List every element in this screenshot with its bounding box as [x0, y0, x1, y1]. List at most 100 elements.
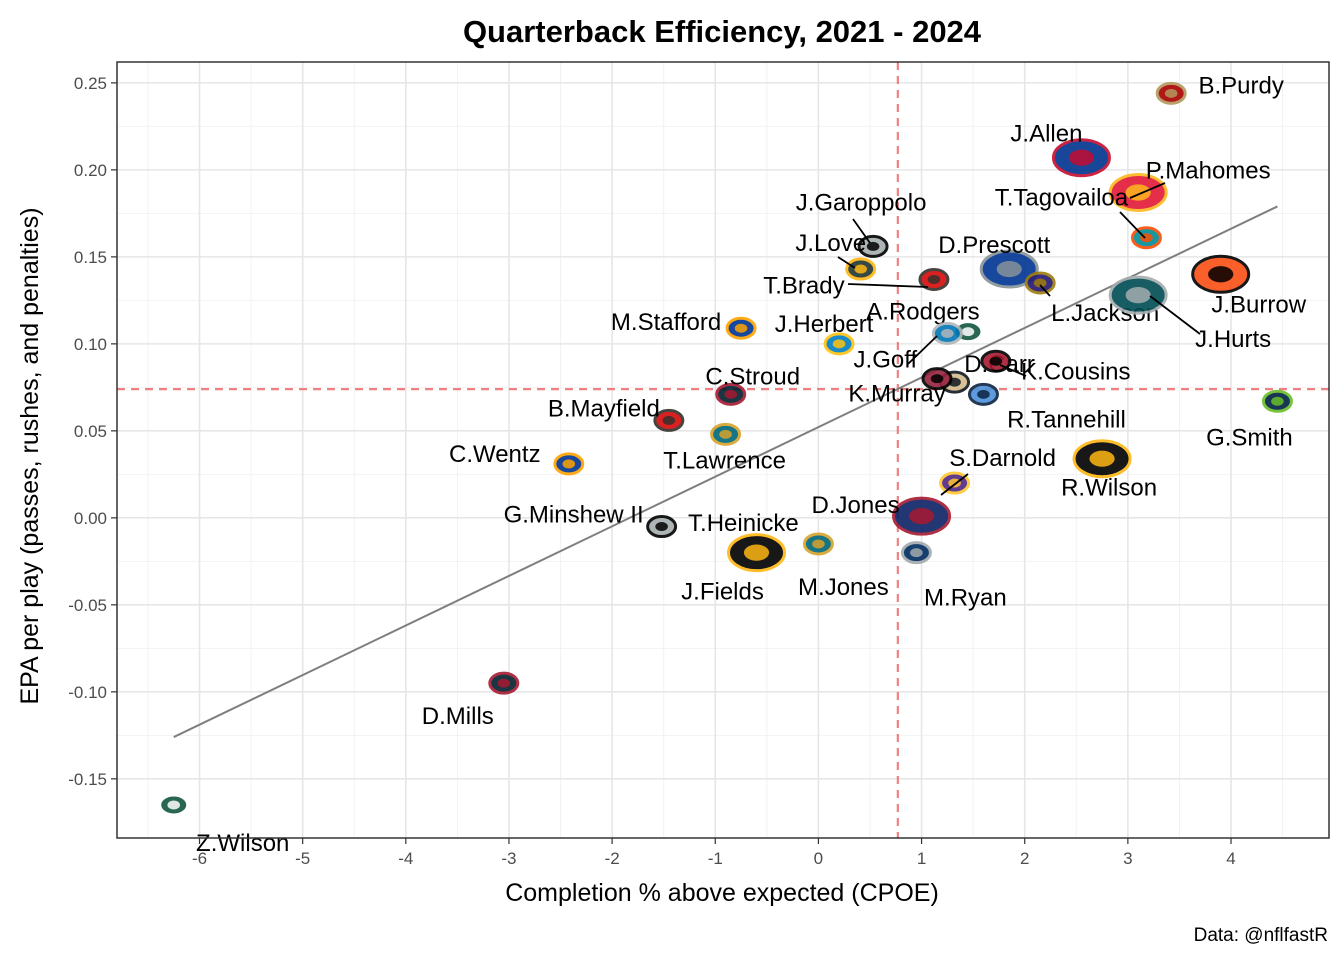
qb-label-p-mahomes: P.Mahomes — [1146, 157, 1271, 184]
y-tick-label: 0.20 — [74, 161, 107, 180]
data-source-caption: Data: @nflfastR — [1194, 925, 1328, 946]
team-logo-accent — [910, 548, 923, 558]
y-tick-label: -0.15 — [68, 770, 107, 789]
qb-label-a-rodgers: A.Rodgers — [866, 299, 979, 326]
team-logo-accent — [662, 415, 676, 425]
team-logo-j-garoppolo — [857, 234, 889, 258]
y-tick-label: 0.05 — [74, 422, 107, 441]
team-logo-accent — [1164, 88, 1178, 98]
qb-label-t-tagovailoa: T.Tagovailoa — [995, 185, 1129, 212]
qb-label-j-hurts: J.Hurts — [1195, 326, 1271, 353]
qb-label-k-murray: K.Murray — [848, 381, 945, 408]
team-logo-j-herbert — [823, 332, 855, 356]
qb-label-b-mayfield: B.Mayfield — [548, 395, 660, 422]
team-logo-g-minshew-ii — [646, 515, 678, 539]
team-logo-accent — [1089, 450, 1115, 467]
qb-label-j-garoppolo: J.Garoppolo — [796, 189, 927, 216]
team-logo-k-murray — [921, 367, 953, 391]
team-logo-j-fields — [727, 533, 787, 573]
team-logo-g-smith — [1261, 389, 1293, 413]
team-logo-accent — [167, 800, 181, 810]
x-tick-label: -1 — [708, 849, 723, 868]
team-logo-j-allen — [1051, 138, 1111, 178]
y-tick-label: 0.00 — [74, 509, 107, 528]
team-logo-accent — [832, 339, 846, 349]
x-tick-label: 0 — [814, 849, 823, 868]
team-logo-c-stroud — [715, 382, 747, 406]
team-logo-j-goff — [931, 321, 963, 345]
qb-label-j-burrow: J.Burrow — [1211, 291, 1306, 318]
qb-label-j-allen: J.Allen — [1010, 121, 1082, 148]
x-tick-label: -5 — [295, 849, 310, 868]
team-logo-j-hurts — [1108, 275, 1168, 315]
y-tick-label: 0.25 — [74, 74, 107, 93]
qb-label-t-brady: T.Brady — [763, 272, 844, 299]
qb-label-d-prescott: D.Prescott — [938, 232, 1050, 259]
team-logo-d-mills — [488, 671, 520, 695]
team-logo-accent — [930, 374, 944, 384]
team-logo-c-wentz — [553, 452, 585, 476]
team-logo-t-lawrence — [710, 422, 742, 446]
x-axis-title: Completion % above expected (CPOE) — [505, 879, 939, 907]
team-logo-accent — [908, 508, 935, 525]
team-logo-accent — [854, 264, 868, 274]
team-logo-accent — [562, 459, 576, 469]
qb-label-m-stafford: M.Stafford — [611, 309, 721, 336]
y-tick-label: 0.15 — [74, 248, 107, 267]
x-tick-label: -2 — [605, 849, 620, 868]
team-logo-r-tannehill — [967, 382, 999, 406]
x-tick-label: -3 — [501, 849, 516, 868]
team-logo-d-jones — [892, 496, 952, 536]
qb-label-d-jones: D.Jones — [812, 492, 900, 519]
team-logo-accent — [743, 544, 770, 561]
qb-label-j-herbert: J.Herbert — [775, 311, 874, 338]
qb-label-m-ryan: M.Ryan — [924, 585, 1007, 612]
team-logo-accent — [497, 678, 511, 688]
qb-label-c-stroud: C.Stroud — [705, 363, 800, 390]
x-tick-label: -6 — [192, 849, 207, 868]
qb-label-j-love: J.Love — [795, 230, 866, 257]
team-logo-t-brady — [918, 267, 950, 291]
qb-label-r-tannehill: R.Tannehill — [1007, 406, 1126, 433]
team-logo-m-stafford — [725, 316, 757, 340]
team-logo-accent — [1033, 278, 1047, 288]
x-tick-label: 1 — [917, 849, 926, 868]
x-tick-label: 4 — [1226, 849, 1235, 868]
qb-label-r-wilson: R.Wilson — [1061, 475, 1157, 502]
team-logo-accent — [948, 478, 961, 488]
y-tick-label: -0.05 — [68, 596, 107, 615]
team-logo-k-cousins — [980, 349, 1012, 373]
qb-label-c-wentz: C.Wentz — [449, 441, 541, 468]
team-logo-l-jackson — [1024, 271, 1056, 295]
qb-label-s-darnold: S.Darnold — [949, 445, 1056, 472]
team-logo-accent — [1068, 149, 1095, 166]
label-leader-line — [1119, 211, 1146, 239]
label-leader-line — [1149, 295, 1201, 335]
qb-label-g-smith: G.Smith — [1206, 424, 1293, 451]
chart-title: Quarterback Efficiency, 2021 - 2024 — [463, 14, 982, 49]
qb-label-g-minshew-ii: G.Minshew II — [504, 502, 644, 529]
team-logo-accent — [1271, 396, 1284, 406]
y-tick-label: 0.10 — [74, 335, 107, 354]
team-logo-accent — [655, 522, 668, 532]
qb-label-t-heinicke: T.Heinicke — [688, 510, 799, 537]
trend-line — [173, 205, 1278, 738]
label-leader-line — [907, 335, 938, 365]
qb-label-j-goff: J.Goff — [854, 346, 918, 373]
team-logo-r-wilson — [1072, 439, 1132, 479]
qb-label-j-fields: J.Fields — [681, 579, 764, 606]
team-logo-b-purdy — [1155, 81, 1187, 105]
team-logo-j-love — [845, 257, 877, 281]
qb-label-m-jones: M.Jones — [798, 574, 889, 601]
x-tick-label: -4 — [398, 849, 413, 868]
label-leader-line — [940, 473, 969, 496]
team-logo-accent — [719, 429, 732, 439]
plot-border — [116, 61, 1330, 839]
team-logo-accent — [866, 241, 880, 251]
team-logo-accent — [724, 389, 738, 399]
x-tick-label: 3 — [1123, 849, 1132, 868]
y-axis-title: EPA per play (passes, rushes, and penalt… — [16, 207, 44, 704]
y-tick-label: -0.10 — [68, 683, 107, 702]
team-logo-accent — [734, 323, 748, 333]
